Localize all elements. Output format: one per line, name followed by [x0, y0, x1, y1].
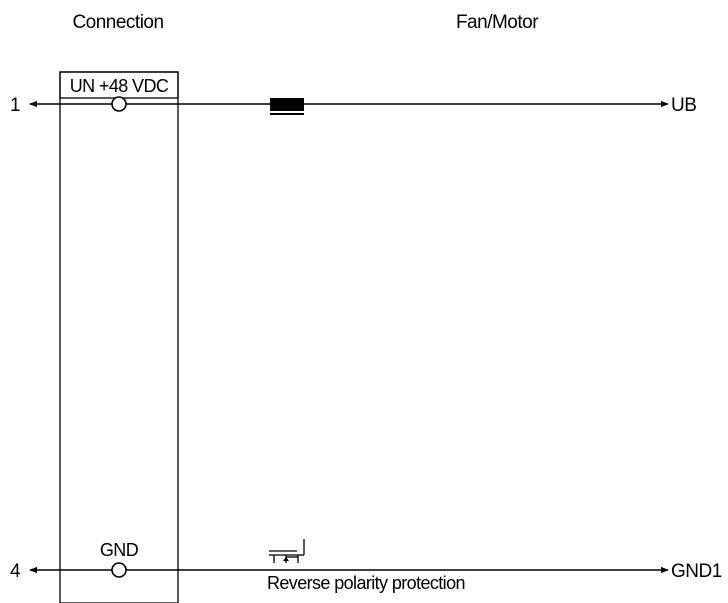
reverse-polarity-mosfet-icon — [269, 539, 305, 563]
ground-terminal-label: GND — [100, 540, 139, 560]
fan-motor-header: Fan/Motor — [456, 12, 539, 33]
supply-terminal-label: UN +48 VDC — [70, 76, 169, 96]
ub-label: UB — [671, 95, 696, 116]
pin-1-label: 1 — [10, 95, 20, 116]
connection-header: Connection — [72, 12, 163, 33]
pin-4-label: 4 — [10, 561, 21, 582]
supply-terminal — [111, 96, 127, 112]
connector-block — [59, 71, 179, 603]
ground-terminal — [111, 562, 127, 578]
gnd1-label: GND1 — [671, 561, 722, 582]
reverse-polarity-label: Reverse polarity protection — [267, 573, 465, 593]
choke-component — [270, 98, 304, 111]
